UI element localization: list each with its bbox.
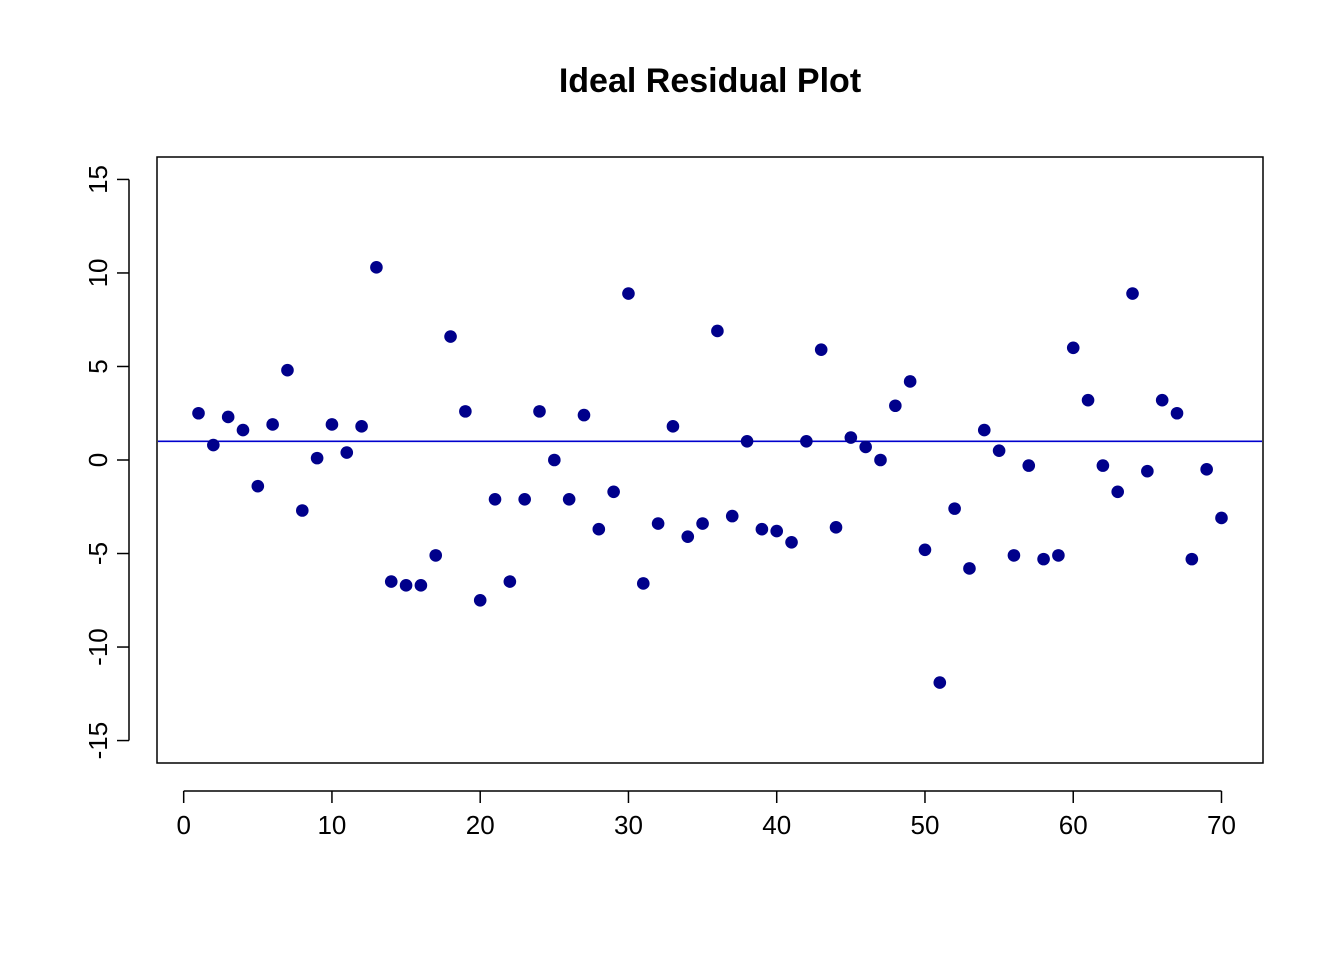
data-point — [874, 453, 887, 467]
data-point — [800, 434, 813, 448]
data-point — [636, 577, 650, 590]
data-point — [1096, 459, 1110, 472]
data-point — [696, 517, 709, 530]
data-point — [370, 261, 383, 274]
data-point — [592, 522, 606, 536]
data-point — [1052, 549, 1065, 562]
data-point — [607, 485, 620, 499]
plot-frame — [156, 156, 1264, 764]
data-point — [266, 418, 279, 431]
data-point — [666, 420, 680, 433]
data-point — [681, 530, 695, 543]
y-tick-label: 10 — [83, 259, 113, 288]
data-point — [1081, 393, 1095, 407]
y-tick-label: 5 — [83, 359, 113, 373]
data-point — [651, 517, 665, 530]
y-tick-label: -10 — [83, 628, 113, 666]
data-point — [711, 324, 724, 338]
data-point — [1007, 549, 1021, 562]
y-tick-label: 0 — [83, 453, 113, 467]
data-point — [770, 524, 784, 538]
data-point — [518, 492, 531, 506]
data-point — [488, 492, 502, 506]
data-point — [1170, 406, 1184, 420]
data-point — [725, 509, 739, 523]
data-point — [1200, 463, 1213, 476]
x-tick-label: 0 — [176, 810, 190, 840]
data-point — [355, 420, 368, 433]
data-point — [1037, 552, 1050, 566]
data-point — [1111, 485, 1125, 499]
y-tick-label: -15 — [83, 722, 113, 760]
data-point — [384, 575, 398, 588]
x-tick-label: 40 — [762, 810, 791, 840]
data-point — [340, 446, 354, 459]
data-point — [310, 451, 324, 465]
data-point — [577, 408, 591, 422]
data-point — [281, 363, 294, 377]
data-point — [325, 418, 339, 431]
x-tick-label: 60 — [1059, 810, 1088, 840]
x-tick-label: 70 — [1207, 810, 1236, 840]
data-point — [251, 479, 265, 493]
data-point — [548, 453, 561, 467]
y-tick-label: 15 — [83, 165, 113, 194]
x-tick-label: 30 — [614, 810, 643, 840]
data-point — [622, 287, 635, 300]
data-point — [295, 504, 309, 517]
chart-title: Ideal Residual Plot — [559, 62, 861, 100]
data-point — [977, 423, 991, 437]
data-point — [948, 502, 961, 515]
x-axis: 0 10 20 30 40 50 60 70 — [176, 790, 1236, 840]
data-point — [859, 440, 872, 454]
data-point — [889, 399, 902, 413]
data-point — [933, 676, 947, 689]
x-tick-label: 10 — [317, 810, 346, 840]
data-point — [785, 535, 798, 549]
data-point — [903, 375, 917, 388]
data-point — [221, 410, 235, 424]
data-point — [814, 343, 828, 356]
data-point — [1022, 459, 1036, 472]
data-point — [444, 330, 457, 343]
data-point — [740, 434, 754, 448]
data-point — [1185, 552, 1199, 566]
data-point — [1215, 511, 1228, 525]
data-point — [207, 438, 220, 452]
data-point — [1155, 393, 1169, 407]
y-axis: -15 -10 -5 0 5 10 15 — [83, 165, 130, 760]
data-point — [236, 423, 250, 437]
data-point — [755, 522, 769, 536]
data-point — [992, 444, 1006, 457]
y-tick-label: -5 — [83, 542, 113, 565]
data-point — [414, 579, 428, 592]
data-point — [562, 492, 576, 506]
data-point — [192, 406, 205, 420]
data-point — [918, 543, 932, 557]
data-point — [459, 405, 472, 418]
data-point — [429, 549, 443, 562]
data-point — [503, 575, 517, 588]
data-point — [963, 562, 976, 575]
data-point — [473, 593, 487, 607]
data-points — [192, 261, 1228, 689]
data-point — [1141, 464, 1154, 478]
x-tick-label: 20 — [466, 810, 495, 840]
data-point — [829, 521, 843, 534]
data-point — [399, 579, 413, 592]
data-point — [1126, 287, 1139, 300]
data-point — [844, 431, 858, 444]
data-point — [1066, 341, 1080, 355]
data-point — [533, 405, 546, 418]
x-tick-label: 50 — [911, 810, 940, 840]
